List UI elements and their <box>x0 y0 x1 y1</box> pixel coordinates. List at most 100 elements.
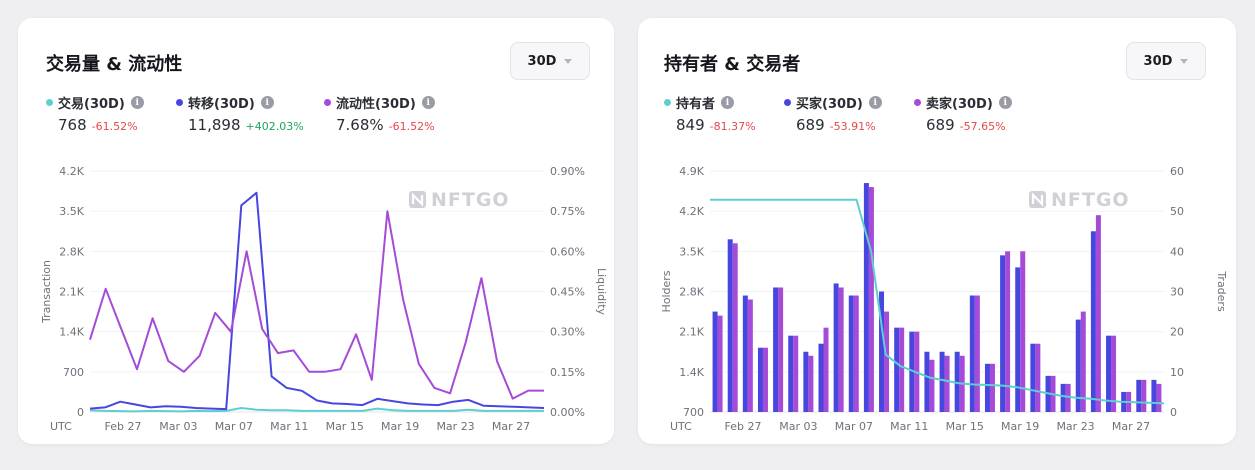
legend-buyers[interactable]: 买家(30D) i 689 -53.91% <box>784 93 882 134</box>
legend-value: 689 <box>796 116 825 134</box>
legend-holders[interactable]: 持有者 i 849 -81.37% <box>664 93 756 134</box>
y-right-tick-label: 0.00% <box>550 406 585 419</box>
x-tick-label: Mar 27 <box>492 420 530 433</box>
x-tick-label: Mar 11 <box>270 420 308 433</box>
bar-sellers <box>793 335 799 412</box>
y-left-tick-label: 1.4K <box>679 366 704 379</box>
bar-sellers <box>717 315 723 412</box>
series-line-2 <box>89 210 544 400</box>
logo-n <box>411 192 424 207</box>
legend-transfers[interactable]: 转移(30D) i 11,898 +402.03% <box>176 93 304 134</box>
legend-change: -81.37% <box>709 120 756 133</box>
legend-value: 7.68% <box>336 116 384 134</box>
volume-liquidity-chart[interactable]: 0 0.00% 700 0.15% 1.4K 0.30% 2.1K 0.45% 2.8K 0.60… <box>18 148 614 438</box>
info-icon[interactable]: i <box>868 96 882 109</box>
y-left-tick-label: 4.9K <box>679 165 704 178</box>
y-right-tick-label: 20 <box>1170 326 1184 339</box>
y-right-tick-label: 0.45% <box>550 286 585 299</box>
info-icon[interactable]: i <box>130 96 144 109</box>
legend-label: 买家(30D) <box>796 97 863 112</box>
legend-change: -61.52% <box>91 120 138 133</box>
period-dropdown[interactable]: 30D <box>510 42 590 80</box>
legend-change: -53.91% <box>829 120 876 133</box>
x-tick-label: Mar 15 <box>326 420 364 433</box>
bar-buyers <box>848 295 854 412</box>
bar-sellers <box>823 327 829 412</box>
series-line-0 <box>89 407 544 413</box>
x-tick-label: Mar 19 <box>381 420 419 433</box>
legend-label: 流动性(30D) <box>336 97 416 112</box>
legend-dot <box>914 99 921 106</box>
chevron-down-icon <box>1180 58 1189 64</box>
nftgo-logo-icon <box>1029 191 1046 208</box>
bar-buyers <box>1060 383 1066 412</box>
y-left-axis-label: Holders <box>660 270 673 312</box>
card-title: 持有者 & 交易者 <box>664 54 801 75</box>
bar-buyers <box>1015 267 1021 412</box>
y-right-axis-label: Traders <box>1215 270 1228 312</box>
y-left-tick-label: 700 <box>63 366 84 379</box>
info-icon[interactable]: i <box>998 96 1012 109</box>
bar-sellers <box>1141 379 1147 412</box>
legend-sellers[interactable]: 卖家(30D) i 689 -57.65% <box>914 93 1012 134</box>
period-dropdown[interactable]: 30D <box>1126 42 1206 80</box>
y-right-tick-label: 50 <box>1170 205 1184 218</box>
legend-value: 11,898 <box>188 116 241 134</box>
watermark-text: NFTGO <box>1051 189 1130 211</box>
bar-sellers <box>929 359 935 412</box>
info-icon[interactable]: i <box>260 96 274 109</box>
bar-sellers <box>1111 335 1117 412</box>
bar-buyers <box>1151 379 1157 412</box>
info-icon[interactable]: i <box>421 96 435 109</box>
legend-label: 转移(30D) <box>188 97 255 112</box>
bar-buyers <box>1106 335 1112 412</box>
period-label: 30D <box>1143 53 1173 69</box>
x-tick-label: Mar 11 <box>890 420 928 433</box>
legend-value: 768 <box>58 116 87 134</box>
bar-sellers <box>762 347 768 412</box>
legend-change: +402.03% <box>245 120 304 133</box>
holders-traders-chart[interactable]: 700 0 1.4K 10 2.1K 20 2.8K 30 3.5K 40 4.2K 50 4.9K 60… <box>638 148 1236 438</box>
bar-buyers <box>727 239 733 412</box>
legend-liquidity[interactable]: 流动性(30D) i 7.68% -61.52% <box>324 93 435 134</box>
bar-buyers <box>818 343 824 412</box>
y-right-tick-label: 60 <box>1170 165 1184 178</box>
bar-buyers <box>1000 255 1006 412</box>
bar-buyers <box>894 327 900 412</box>
bar-sellers <box>1156 383 1162 412</box>
bar-sellers <box>808 355 814 412</box>
legend-dot <box>664 99 671 106</box>
y-right-tick-label: 0.90% <box>550 165 585 178</box>
legend-transactions[interactable]: 交易(30D) i 768 -61.52% <box>46 93 144 134</box>
bar-sellers <box>1005 251 1011 412</box>
bar-sellers <box>1065 383 1071 412</box>
bar-buyers <box>1136 379 1142 412</box>
bar-sellers <box>747 299 753 412</box>
bar-sellers <box>732 243 738 412</box>
bar-sellers <box>1095 215 1101 412</box>
bar-buyers <box>954 351 960 412</box>
bar-buyers <box>1075 319 1081 412</box>
info-icon[interactable]: i <box>721 96 735 109</box>
bar-buyers <box>924 351 930 412</box>
y-left-tick-label: 3.5K <box>679 245 704 258</box>
x-tz-label: UTC <box>50 420 72 433</box>
legend-label: 交易(30D) <box>58 97 125 112</box>
bar-buyers <box>1090 231 1096 412</box>
y-left-tick-label: 700 <box>683 406 704 419</box>
y-right-tick-label: 10 <box>1170 366 1184 379</box>
x-tick-label: Mar 07 <box>835 420 873 433</box>
y-left-tick-label: 1.4K <box>59 326 84 339</box>
y-left-tick-label: 2.1K <box>679 326 704 339</box>
y-left-tick-label: 2.8K <box>59 245 84 258</box>
series-line-1 <box>89 191 545 411</box>
bar-buyers <box>969 295 975 412</box>
bar-sellers <box>974 295 980 412</box>
y-right-tick-label: 40 <box>1170 245 1184 258</box>
x-tz-label: UTC <box>670 420 692 433</box>
y-left-tick-label: 4.2K <box>59 165 84 178</box>
chevron-down-icon <box>564 58 573 64</box>
y-right-tick-label: 0.30% <box>550 326 585 339</box>
period-label: 30D <box>527 53 557 69</box>
bar-sellers <box>868 187 874 412</box>
